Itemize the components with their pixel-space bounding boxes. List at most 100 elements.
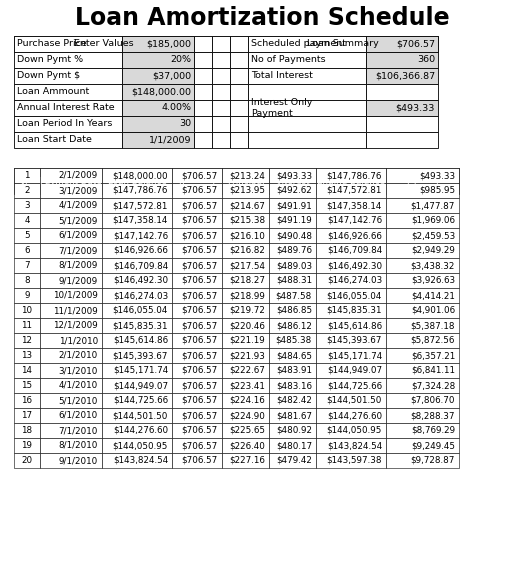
Text: 18: 18 <box>22 426 33 435</box>
Bar <box>14 36 122 52</box>
Bar <box>14 378 40 393</box>
Bar <box>222 213 269 228</box>
Text: 5/1/2010: 5/1/2010 <box>59 396 98 405</box>
Text: $493.33: $493.33 <box>276 171 312 180</box>
Bar <box>316 258 386 273</box>
Bar <box>269 213 316 228</box>
Text: $480.17: $480.17 <box>276 441 312 450</box>
Text: $491.91: $491.91 <box>276 201 312 210</box>
Bar <box>212 100 230 116</box>
Bar <box>102 288 172 303</box>
Bar <box>14 168 40 194</box>
Text: $217.54: $217.54 <box>229 261 265 270</box>
Bar <box>316 183 386 198</box>
Bar <box>172 168 222 194</box>
Bar <box>194 36 212 52</box>
Text: $147,142.76: $147,142.76 <box>113 231 168 240</box>
Bar <box>172 213 222 228</box>
Bar <box>222 183 269 198</box>
Text: $2,459.53: $2,459.53 <box>411 231 455 240</box>
Text: $144,501.50: $144,501.50 <box>327 396 382 405</box>
Bar <box>316 318 386 333</box>
Text: Loan Start Date: Loan Start Date <box>17 136 92 144</box>
Text: Scheduled payment: Scheduled payment <box>251 40 346 48</box>
Text: Payment Date: Payment Date <box>40 177 102 186</box>
Bar <box>316 198 386 213</box>
Bar <box>316 438 386 453</box>
Text: 3/1/2009: 3/1/2009 <box>59 186 98 195</box>
Text: $220.46: $220.46 <box>229 321 265 330</box>
Bar <box>248 68 366 84</box>
Bar <box>172 183 222 198</box>
Text: $8,769.29: $8,769.29 <box>411 426 455 435</box>
Bar <box>366 132 438 148</box>
Bar <box>14 348 40 363</box>
Text: Scheduled
Payment: Scheduled Payment <box>174 172 220 190</box>
Bar <box>172 168 222 183</box>
Bar <box>366 52 438 68</box>
Bar <box>316 393 386 408</box>
Bar <box>40 213 102 228</box>
Text: $144,949.07: $144,949.07 <box>327 366 382 375</box>
Bar <box>269 168 316 194</box>
Text: Cumulative
Interest: Cumulative Interest <box>397 172 447 190</box>
Text: 6/1/2009: 6/1/2009 <box>59 231 98 240</box>
Text: 7/1/2009: 7/1/2009 <box>59 246 98 255</box>
Text: 4/1/2009: 4/1/2009 <box>59 201 98 210</box>
Bar <box>172 393 222 408</box>
Text: $1,477.87: $1,477.87 <box>411 201 455 210</box>
Bar <box>40 303 102 318</box>
Text: $490.48: $490.48 <box>276 231 312 240</box>
Text: $706.57: $706.57 <box>182 351 218 360</box>
Text: $706.57: $706.57 <box>182 426 218 435</box>
Bar <box>230 68 248 84</box>
Text: $489.76: $489.76 <box>276 246 312 255</box>
Bar <box>366 84 438 100</box>
Text: $224.90: $224.90 <box>229 411 265 420</box>
Bar <box>40 333 102 348</box>
Text: $145,614.86: $145,614.86 <box>113 336 168 345</box>
Bar <box>248 36 366 52</box>
Text: $146,274.03: $146,274.03 <box>327 276 382 285</box>
Bar <box>102 408 172 423</box>
Text: $146,055.04: $146,055.04 <box>327 291 382 300</box>
Text: $145,835.31: $145,835.31 <box>112 321 168 330</box>
Text: $219.72: $219.72 <box>229 306 265 315</box>
Bar <box>194 36 212 52</box>
Text: $221.93: $221.93 <box>229 351 265 360</box>
Bar <box>222 393 269 408</box>
Bar <box>386 213 459 228</box>
Text: $221.19: $221.19 <box>229 336 265 345</box>
Bar <box>269 243 316 258</box>
Bar <box>122 116 194 132</box>
Text: Loan Summary: Loan Summary <box>307 40 379 48</box>
Bar <box>316 333 386 348</box>
Text: 5/1/2009: 5/1/2009 <box>59 216 98 225</box>
Text: $493.33: $493.33 <box>396 103 435 112</box>
Text: $491.19: $491.19 <box>276 216 312 225</box>
Text: 30: 30 <box>179 119 191 128</box>
Bar <box>269 393 316 408</box>
Bar <box>269 303 316 318</box>
Bar <box>248 116 366 132</box>
Bar <box>316 288 386 303</box>
Bar <box>230 132 248 148</box>
Text: 1: 1 <box>24 171 30 180</box>
Text: $147,572.81: $147,572.81 <box>113 201 168 210</box>
Bar <box>172 228 222 243</box>
Text: $146,492.30: $146,492.30 <box>113 276 168 285</box>
Text: 9/1/2010: 9/1/2010 <box>59 456 98 465</box>
Bar <box>102 273 172 288</box>
Bar <box>172 198 222 213</box>
Bar <box>386 288 459 303</box>
Bar <box>194 116 212 132</box>
Text: $480.92: $480.92 <box>276 426 312 435</box>
Text: $147,786.76: $147,786.76 <box>113 186 168 195</box>
Bar <box>269 438 316 453</box>
Bar <box>248 100 366 116</box>
Bar <box>102 363 172 378</box>
Bar <box>269 348 316 363</box>
Text: $5,387.18: $5,387.18 <box>411 321 455 330</box>
Text: $146,492.30: $146,492.30 <box>327 261 382 270</box>
Bar <box>102 168 172 194</box>
